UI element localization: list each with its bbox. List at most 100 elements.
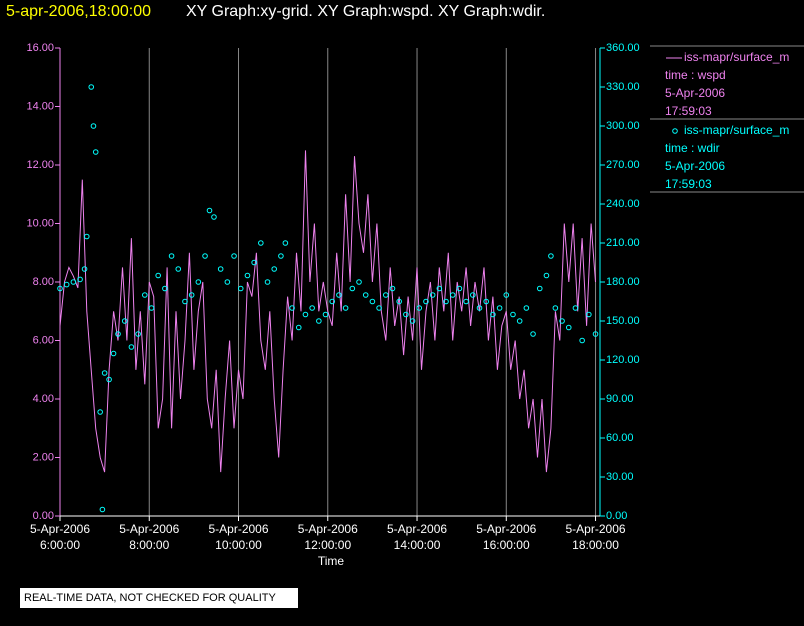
x-axis-label: Time: [318, 554, 345, 568]
scatter-point: [342, 305, 349, 311]
y2-tick-label: 120.00: [606, 354, 640, 366]
scatter-point: [336, 292, 342, 298]
scatter-point: [403, 311, 409, 318]
legend-detail: 5-Apr-2006: [665, 86, 725, 100]
scatter-point: [470, 292, 476, 298]
scatter-point: [175, 266, 182, 272]
scatter-point: [536, 285, 543, 292]
scatter-point: [503, 292, 510, 298]
scatter-point: [490, 311, 496, 318]
scatter-point: [316, 318, 322, 324]
scatter-point: [63, 281, 70, 288]
scatter-point: [162, 285, 168, 292]
scatter-point: [278, 253, 284, 259]
scatter-point: [409, 318, 416, 324]
legend-detail: 17:59:03: [665, 104, 712, 118]
scatter-point: [81, 266, 88, 272]
x-tick-label: 12:00:00: [304, 538, 351, 552]
y-tick-label: 6.00: [33, 334, 54, 346]
scatter-point: [302, 311, 309, 318]
scatter-point: [92, 149, 99, 155]
scatter-point: [121, 318, 128, 324]
scatter-point: [206, 207, 213, 214]
scatter-point: [251, 259, 257, 266]
x-tick-label: 5-Apr-2006: [298, 522, 358, 536]
y2-tick-label: 210.00: [606, 237, 640, 249]
scatter-point: [88, 84, 95, 90]
x-tick-label: 8:00:00: [129, 538, 169, 552]
x-tick-label: 14:00:00: [394, 538, 441, 552]
scatter-point: [57, 285, 63, 292]
scatter-point: [579, 337, 585, 344]
scatter-point: [449, 292, 456, 298]
scatter-point: [90, 123, 97, 129]
x-tick-label: 10:00:00: [215, 538, 262, 552]
chart-title: XY Graph:xy-grid. XY Graph:wspd. XY Grap…: [186, 3, 545, 20]
scatter-point: [436, 285, 443, 292]
scatter-point: [148, 305, 155, 311]
scatter-point: [99, 506, 106, 513]
scatter-point: [382, 292, 389, 298]
scatter-point: [83, 233, 90, 240]
scatter-point: [543, 272, 550, 279]
scatter-point: [271, 266, 278, 272]
x-tick-label: 5-Apr-2006: [566, 522, 626, 536]
y-tick-label: 8.00: [33, 276, 54, 288]
scatter-point: [552, 305, 559, 311]
y2-tick-label: 300.00: [606, 120, 640, 132]
scatter-point: [244, 272, 251, 279]
scatter-point: [322, 311, 329, 318]
x-tick-label: 6:00:00: [40, 538, 80, 552]
scatter-point: [224, 279, 231, 285]
scatter-point: [77, 276, 83, 283]
legend-detail: 17:59:03: [665, 177, 712, 191]
scatter-point: [565, 324, 572, 331]
y-tick-label: 14.00: [26, 100, 54, 112]
scatter-point: [110, 350, 117, 357]
scatter-point: [530, 331, 536, 337]
scatter-point: [237, 285, 244, 292]
scatter-point: [369, 298, 376, 305]
scatter-point: [416, 305, 423, 311]
x-tick-label: 5-Apr-2006: [119, 522, 179, 536]
scatter-point: [182, 298, 188, 305]
scatter-point: [592, 331, 599, 337]
scatter-point: [376, 305, 382, 311]
scatter-point: [211, 214, 217, 220]
legend-detail: 5-Apr-2006: [665, 159, 725, 173]
scatter-point: [168, 253, 175, 259]
y2-tick-label: 90.00: [606, 393, 634, 405]
scatter-point: [217, 266, 224, 272]
timestamp: 5-apr-2006,18:00:00: [6, 3, 151, 20]
scatter-point: [202, 253, 208, 259]
x-tick-label: 5-Apr-2006: [387, 522, 447, 536]
y-tick-label: 0.00: [33, 510, 54, 522]
scatter-point: [195, 279, 202, 285]
x-tick-label: 16:00:00: [483, 538, 530, 552]
scatter-point: [510, 311, 516, 318]
y2-tick-label: 0.00: [606, 510, 627, 522]
scatter-point: [456, 285, 463, 292]
y2-tick-label: 30.00: [606, 471, 634, 483]
scatter-point: [362, 292, 369, 298]
legend-detail: time : wdir: [665, 141, 720, 155]
scatter-point: [115, 331, 121, 337]
footer-box: [20, 588, 298, 608]
y2-tick-label: 180.00: [606, 276, 640, 288]
scatter-point: [155, 272, 161, 279]
legend-label: iss-mapr/surface_m: [684, 50, 789, 64]
scatter-point: [476, 305, 483, 311]
legend-label: iss-mapr/surface_m: [684, 123, 789, 137]
scatter-point: [496, 305, 503, 311]
scatter-point: [523, 305, 530, 311]
y2-tick-label: 240.00: [606, 198, 640, 210]
y-tick-label: 12.00: [26, 159, 54, 171]
scatter-point: [423, 298, 429, 305]
scatter-point: [429, 292, 436, 298]
y2-tick-label: 150.00: [606, 315, 640, 327]
scatter-point: [463, 298, 469, 305]
y-tick-label: 4.00: [33, 393, 54, 405]
line-series: [59, 150, 596, 473]
scatter-point: [572, 305, 579, 311]
